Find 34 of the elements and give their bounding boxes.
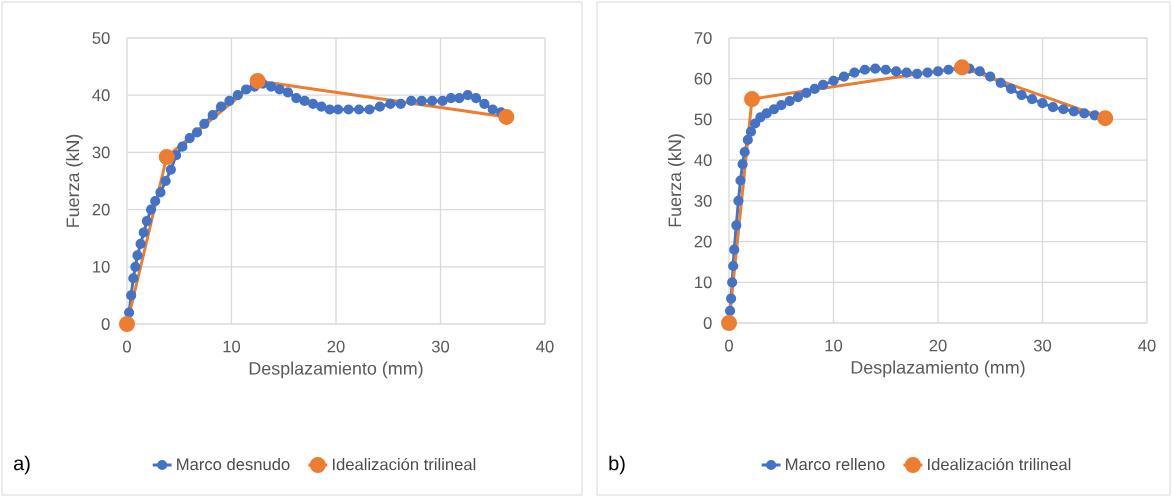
y-tick-label: 0 — [101, 318, 110, 330]
x-tick-label: 20 — [929, 339, 947, 352]
x-tick-label: 0 — [725, 339, 733, 352]
x-tick-label: 30 — [1033, 339, 1052, 352]
x-axis-title: Desplazamiento (mm) — [851, 360, 1025, 378]
y-tick-label: 50 — [92, 32, 110, 44]
x-tick-label: 40 — [1138, 339, 1156, 352]
legend-label: Marco desnudo — [177, 457, 290, 471]
y-axis-title: Fuerza (kN) — [668, 134, 685, 227]
y-tick-label: 0 — [703, 317, 712, 329]
x-tick-label: 10 — [223, 340, 241, 353]
y-tick-label: 60 — [694, 72, 712, 85]
y-tick-label: 10 — [93, 260, 110, 273]
x-axis-title: Desplazamiento (mm) — [249, 361, 423, 379]
y-tick-label: 30 — [92, 146, 110, 159]
x-tick-label: 0 — [123, 340, 131, 353]
y-tick-label: 20 — [92, 203, 110, 216]
x-tick-label: 40 — [536, 340, 554, 353]
y-tick-label: 40 — [694, 154, 712, 167]
y-tick-label: 40 — [92, 89, 110, 102]
y-axis-title: Fuerza (kN) — [66, 134, 83, 227]
text: b) — [609, 455, 625, 475]
text: a) — [13, 455, 30, 475]
legend-label: Marco relleno — [786, 457, 885, 471]
y-tick-label: 20 — [694, 235, 712, 248]
x-tick-label: 30 — [431, 340, 450, 353]
legend-label: Idealización trilineal — [332, 457, 476, 471]
y-tick-label: 50 — [694, 113, 712, 126]
legend-label: Idealización trilineal — [928, 457, 1071, 471]
x-tick-label: 20 — [327, 340, 345, 353]
y-tick-label: 30 — [694, 194, 712, 207]
x-tick-label: 10 — [825, 339, 843, 352]
y-tick-label: 10 — [695, 276, 712, 289]
y-tick-label: 70 — [694, 32, 712, 44]
